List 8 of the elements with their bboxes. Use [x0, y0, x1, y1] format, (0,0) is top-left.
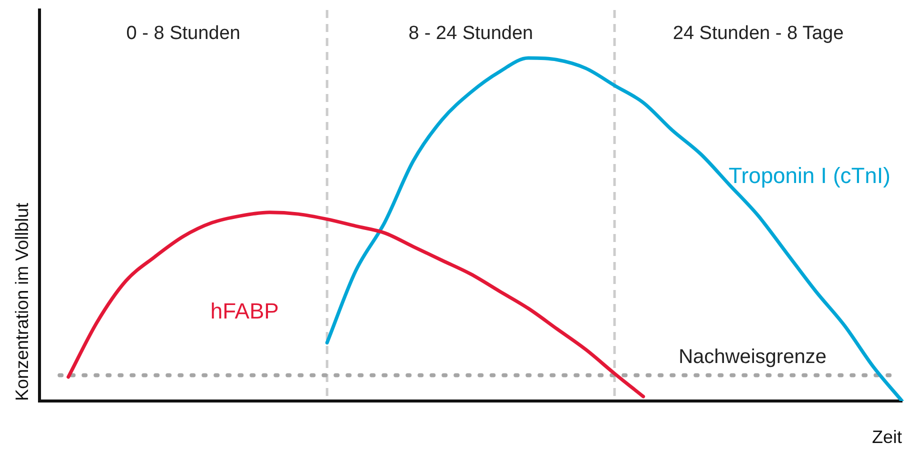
text: 24 Stunden - 8 Tage: [672, 23, 844, 44]
text: 8 - 24 Stunden: [408, 23, 534, 44]
ref-line-label: Nachweisgrenze: [678, 346, 826, 368]
text: hFABP: [210, 298, 279, 324]
y-axis-title: Konzentration im Vollblut: [12, 202, 32, 401]
x-axis-title: Zeit: [872, 427, 902, 448]
series-label: Troponin I (cTnI): [728, 162, 890, 188]
text: 0 - 8 Stunden: [126, 23, 240, 44]
